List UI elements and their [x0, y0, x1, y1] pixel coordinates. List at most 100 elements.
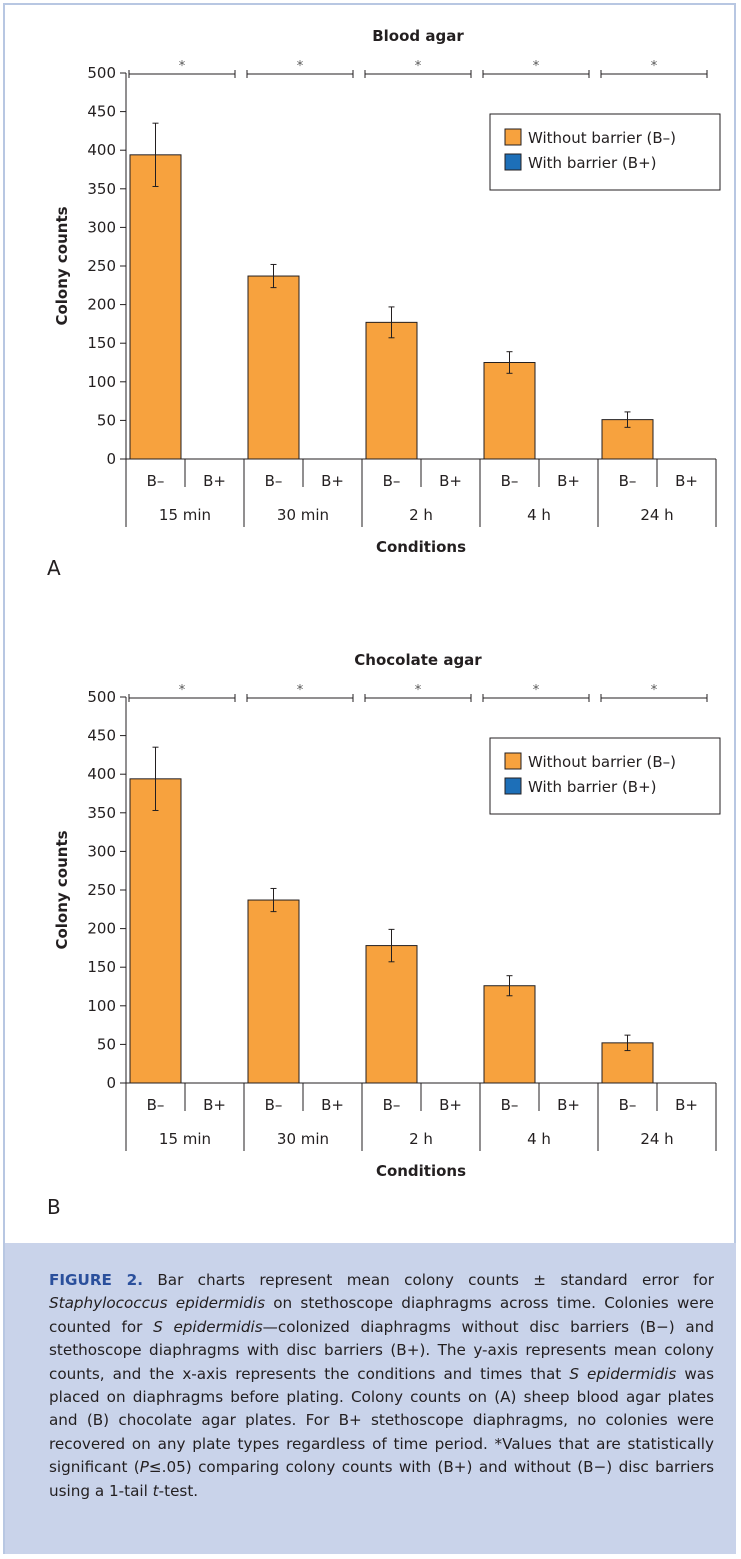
y-axis-label: Colony counts [53, 830, 71, 949]
legend-box [489, 113, 721, 191]
caption-text: —colonized diaphragms without disc barri… [49, 1317, 714, 1383]
legend-swatch [504, 153, 522, 171]
category-label: B+ [439, 472, 462, 490]
category-label: B– [501, 472, 519, 490]
y-tick-label: 500 [87, 688, 116, 706]
y-axis-label: Colony counts [53, 206, 71, 325]
bar [247, 275, 300, 460]
y-tick-label: 250 [87, 257, 116, 275]
bar [365, 321, 418, 460]
caption-italic: t [152, 1481, 159, 1500]
bar [483, 362, 536, 460]
category-label: B+ [557, 1096, 580, 1114]
x-axis-label: Conditions [376, 538, 466, 556]
legend-label: With barrier (B+) [528, 154, 657, 172]
caption-italic: S epidermidis [569, 1364, 677, 1383]
y-tick-label: 50 [97, 1035, 116, 1053]
caption-italic: Staphylococcus epidermidis [49, 1294, 266, 1313]
bar [365, 945, 418, 1084]
y-tick-label: 200 [87, 920, 116, 938]
significance-marker: * [533, 59, 540, 74]
bar [129, 154, 182, 460]
bar [483, 985, 536, 1084]
legend-label: Without barrier (B–) [528, 129, 676, 147]
bar [247, 899, 300, 1084]
y-tick-label: 0 [106, 450, 116, 468]
y-tick-label: 150 [87, 958, 116, 976]
y-tick-label: 100 [87, 373, 116, 391]
significance-marker: * [651, 683, 658, 698]
y-tick-label: 200 [87, 296, 116, 314]
group-label: 2 h [409, 506, 433, 524]
category-label: B+ [439, 1096, 462, 1114]
caption-text: was placed on diaphragms before plating.… [49, 1364, 714, 1477]
x-axis-label: Conditions [376, 1162, 466, 1180]
category-label: B– [147, 472, 165, 490]
caption-text: Bar charts represent mean colony counts … [143, 1271, 714, 1289]
category-label: B– [265, 1096, 283, 1114]
category-label: B+ [321, 472, 344, 490]
caption-text: -test. [158, 1481, 199, 1500]
significance-marker: * [415, 59, 422, 74]
category-label: B+ [203, 1096, 226, 1114]
legend-label: Without barrier (B–) [528, 753, 676, 771]
y-tick-label: 0 [106, 1074, 116, 1092]
category-label: B– [265, 472, 283, 490]
caption-italic: S epidermidis [153, 1317, 263, 1336]
y-tick-label: 300 [87, 218, 116, 236]
y-tick-label: 50 [97, 411, 116, 429]
significance-marker: * [415, 683, 422, 698]
significance-marker: * [651, 59, 658, 74]
category-label: B– [383, 472, 401, 490]
caption-text: on stethoscope diaphragms across time. C… [49, 1294, 714, 1336]
category-label: B+ [321, 1096, 344, 1114]
y-tick-label: 300 [87, 842, 116, 860]
group-label: 15 min [159, 506, 211, 524]
y-tick-label: 450 [87, 103, 116, 121]
category-label: B– [147, 1096, 165, 1114]
legend-swatch [504, 752, 522, 770]
category-label: B– [619, 472, 637, 490]
panel-label-b: B [47, 1195, 61, 1219]
significance-marker: * [533, 683, 540, 698]
y-tick-label: 150 [87, 334, 116, 352]
significance-marker: * [179, 683, 186, 698]
legend-label: With barrier (B+) [528, 778, 657, 796]
category-label: B– [501, 1096, 519, 1114]
panel-label-a: A [47, 556, 61, 580]
y-tick-label: 450 [87, 727, 116, 745]
group-label: 30 min [277, 1130, 329, 1148]
legend-swatch [504, 128, 522, 146]
y-tick-label: 350 [87, 180, 116, 198]
group-label: 24 h [640, 1130, 673, 1148]
significance-marker: * [297, 683, 304, 698]
chart-title: Chocolate agar [354, 651, 482, 669]
group-label: 4 h [527, 506, 551, 524]
bar [129, 778, 182, 1084]
group-label: 30 min [277, 506, 329, 524]
caption-lead: FIGURE 2. [49, 1271, 144, 1289]
significance-marker: * [179, 59, 186, 74]
chart-chocolate-agar: Chocolate agar * * * * * 0 50 100 150 200 250 300 350… [53, 651, 721, 1180]
significance-marker: * [297, 59, 304, 74]
chart-title: Blood agar [372, 27, 464, 45]
y-tick-label: 350 [87, 804, 116, 822]
y-tick-label: 400 [87, 141, 116, 159]
caption-text: ≤.05) comparing colony counts with (B+) … [49, 1458, 714, 1500]
y-tick-label: 500 [87, 64, 116, 82]
category-label: B+ [557, 472, 580, 490]
group-label: 2 h [409, 1130, 433, 1148]
figure-caption: FIGURE 2. Bar charts represent mean colo… [5, 1243, 736, 1554]
chart-blood-agar: Blood agar * * * * * 0 50 100 150 200 250 300 350 400 4… [53, 27, 721, 556]
category-label: B+ [675, 472, 698, 490]
y-tick-label: 100 [87, 997, 116, 1015]
y-tick-label: 250 [87, 881, 116, 899]
legend-box [489, 737, 721, 815]
category-label: B– [619, 1096, 637, 1114]
caption-italic: P [139, 1458, 149, 1477]
category-label: B+ [203, 472, 226, 490]
legend-swatch [504, 777, 522, 795]
group-label: 24 h [640, 506, 673, 524]
y-tick-label: 400 [87, 765, 116, 783]
group-label: 4 h [527, 1130, 551, 1148]
